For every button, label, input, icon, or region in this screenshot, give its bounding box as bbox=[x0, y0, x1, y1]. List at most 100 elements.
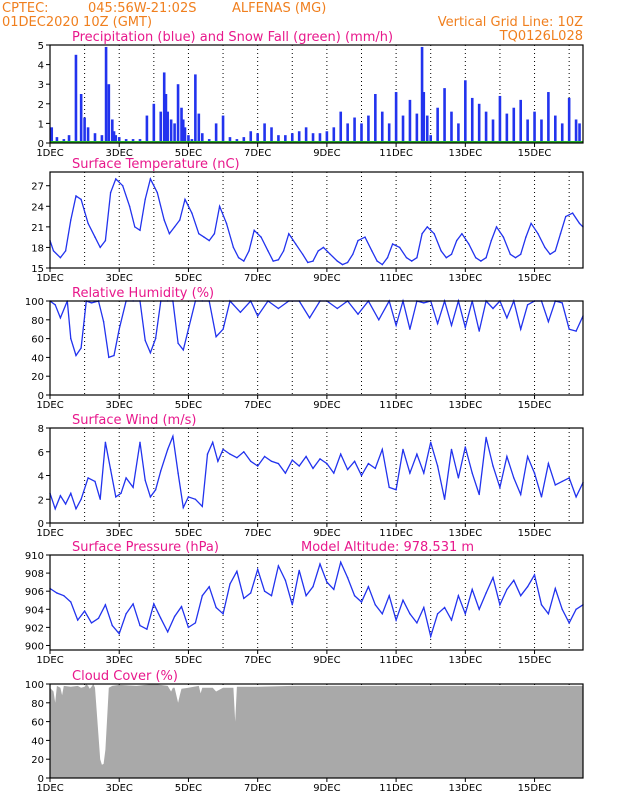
y-tick-label: 4 bbox=[38, 61, 44, 72]
pres-point bbox=[416, 622, 418, 624]
precip-bar bbox=[290, 133, 294, 143]
temp-point bbox=[149, 178, 152, 180]
panel-title: Cloud Cover (%) bbox=[72, 669, 178, 684]
panel-frame bbox=[49, 171, 584, 269]
precip-bar bbox=[277, 135, 280, 143]
y-tick-label: 100 bbox=[25, 680, 44, 691]
precip-bar bbox=[187, 135, 190, 143]
rh-point bbox=[239, 311, 242, 313]
temp-point bbox=[267, 250, 269, 252]
pres-point bbox=[111, 624, 114, 627]
pres-point bbox=[236, 570, 238, 572]
wind-point bbox=[381, 448, 383, 451]
temp-point bbox=[277, 259, 280, 261]
panel-cloud: 0 20 40 60 80 100 1DEC 3DEC 5DEC 7DEC 9DEC 11DEC 13D… bbox=[25, 669, 584, 794]
pres-point bbox=[277, 565, 280, 567]
pres-point bbox=[83, 610, 86, 612]
rh-point bbox=[409, 328, 411, 330]
y-tick-label: 6 bbox=[38, 448, 44, 459]
pres-point bbox=[492, 576, 494, 579]
wind-point bbox=[436, 465, 439, 467]
pres-point bbox=[56, 592, 58, 594]
wind-point bbox=[554, 484, 556, 486]
wind-point bbox=[395, 489, 397, 491]
wind-point bbox=[236, 457, 238, 459]
precip-bar bbox=[533, 111, 536, 143]
temp-point bbox=[173, 226, 176, 228]
temp-point bbox=[179, 219, 181, 221]
temp-point bbox=[495, 226, 498, 228]
precip-bar bbox=[104, 46, 108, 143]
temp-point bbox=[346, 261, 349, 264]
panel-pres: 900 902 904 906 908 910 1DEC 3DEC 5DEC 7DEC 9DEC 11… bbox=[25, 540, 584, 666]
precip-bar bbox=[450, 111, 453, 143]
x-tick-label: 5DEC bbox=[175, 273, 202, 284]
x-tick-label: 11DEC bbox=[379, 148, 413, 159]
wind-point bbox=[125, 477, 127, 479]
rh-point bbox=[561, 302, 563, 304]
wind-point bbox=[250, 460, 252, 462]
precip-bar bbox=[183, 127, 187, 143]
panel-title: Surface Wind (m/s) bbox=[72, 413, 196, 428]
wind-point bbox=[167, 448, 169, 451]
temp-point bbox=[571, 212, 574, 214]
precip-bar bbox=[117, 137, 121, 143]
wind-point bbox=[99, 498, 101, 500]
temp-point bbox=[94, 236, 96, 238]
wind-point bbox=[464, 446, 466, 448]
rh-point bbox=[54, 304, 56, 306]
y-tick-label: 80 bbox=[31, 699, 44, 710]
temp-point bbox=[352, 253, 354, 255]
precip-bar bbox=[457, 123, 460, 143]
pres-point bbox=[575, 608, 577, 610]
rh-point bbox=[182, 349, 184, 351]
rh-point bbox=[222, 328, 224, 330]
wind-point bbox=[333, 472, 335, 474]
wind-point bbox=[187, 496, 190, 498]
precip-bar bbox=[339, 111, 343, 143]
pres-point bbox=[263, 590, 266, 592]
precip-bar bbox=[540, 119, 543, 143]
precip-bar bbox=[484, 111, 488, 143]
wind-point bbox=[312, 467, 314, 470]
panel-precip: 0 1 2 3 4 5 1DEC 3DEC 5DEC 7DEC 9DEC 11DEC 13DEC 15DE… bbox=[36, 30, 584, 159]
rh-point bbox=[378, 319, 380, 321]
wind-point bbox=[194, 498, 197, 500]
wind-point bbox=[94, 480, 96, 483]
x-tick-label: 9DEC bbox=[313, 783, 340, 794]
precip-bar bbox=[107, 84, 111, 143]
pres-point bbox=[146, 628, 148, 630]
wind-point bbox=[575, 496, 577, 498]
temp-point bbox=[578, 222, 581, 225]
x-tick-label: 13DEC bbox=[448, 655, 482, 666]
wind-point bbox=[160, 470, 162, 472]
rh-point bbox=[395, 324, 397, 327]
pres-point bbox=[443, 606, 446, 609]
x-tick-label: 5DEC bbox=[175, 148, 202, 159]
temp-point bbox=[184, 198, 186, 201]
temp-point bbox=[376, 260, 378, 262]
temp-point bbox=[104, 239, 107, 242]
wind-point bbox=[149, 496, 152, 498]
panel-title: Precipitation (blue) and Snow Fall (gree… bbox=[72, 30, 393, 45]
wind-point bbox=[54, 508, 56, 510]
x-tick-label: 9DEC bbox=[313, 655, 340, 666]
temp-point bbox=[565, 215, 567, 218]
x-tick-label: 15DEC bbox=[518, 148, 552, 159]
rh-point bbox=[144, 339, 146, 342]
precip-bar bbox=[55, 137, 59, 143]
temp-point bbox=[163, 219, 165, 221]
y-tick-label: 2 bbox=[38, 495, 44, 506]
temp-point bbox=[475, 257, 477, 259]
wind-point bbox=[471, 472, 473, 474]
x-tick-label: 15DEC bbox=[518, 400, 552, 411]
wind-point bbox=[154, 489, 157, 491]
precip-bar bbox=[228, 137, 232, 143]
panel-extra-label: Model Altitude: 978.531 m bbox=[301, 540, 474, 555]
precip-bar bbox=[380, 111, 384, 143]
temp-point bbox=[156, 191, 158, 194]
precip-bar bbox=[93, 133, 97, 143]
pres-point bbox=[340, 561, 342, 563]
temp-point bbox=[317, 250, 319, 252]
precip-bar bbox=[519, 99, 523, 143]
